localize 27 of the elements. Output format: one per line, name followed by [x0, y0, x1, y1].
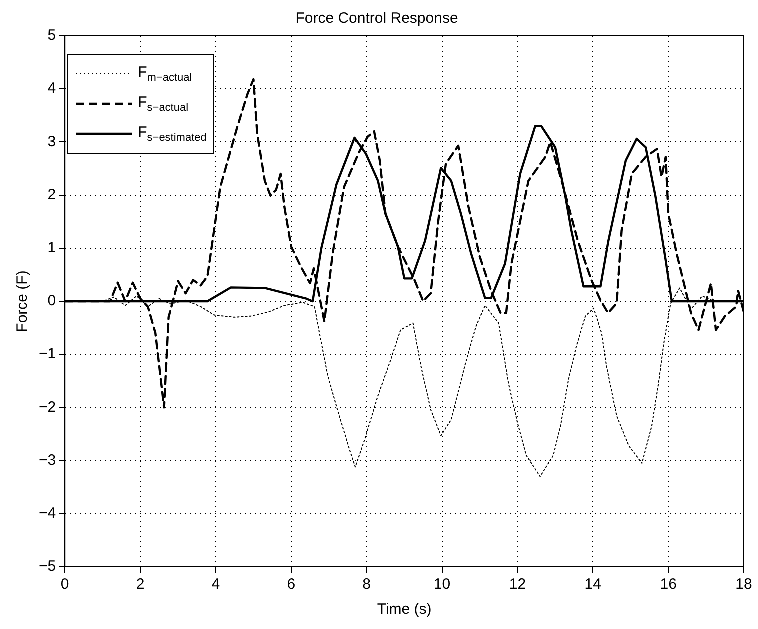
- y-tick-label: 3: [48, 133, 56, 150]
- x-tick-label: 2: [136, 576, 145, 594]
- y-tick-label: −4: [38, 505, 56, 522]
- y-tick-label: 0: [48, 292, 56, 310]
- legend-label: F$_{m−actual}$: [138, 64, 192, 84]
- chart-title: Force Control Response: [296, 10, 458, 28]
- legend-label: F$_{s−estimated}$: [138, 124, 207, 144]
- x-tick-label: 8: [362, 576, 372, 594]
- x-tick-label: 12: [509, 576, 526, 594]
- x-tick-label: 18: [736, 576, 752, 594]
- x-tick-label: 0: [60, 576, 70, 594]
- x-tick-label: 6: [287, 576, 296, 594]
- x-tick-label: 14: [584, 576, 602, 594]
- y-tick-label: −2: [38, 398, 56, 416]
- y-tick-label: 5: [48, 27, 56, 44]
- y-tick-label: 4: [48, 80, 56, 98]
- x-tick-label: 4: [212, 576, 220, 594]
- y-tick-label: 1: [48, 240, 56, 257]
- y-tick-label: 2: [48, 186, 56, 204]
- y-tick-label: −3: [38, 452, 56, 469]
- y-axis-title: Force (F): [14, 270, 32, 332]
- y-tick-label: −1: [38, 346, 56, 363]
- legend-label: F$_{s−actual}$: [138, 94, 189, 114]
- x-tick-label: 10: [434, 576, 451, 594]
- y-tick-label: −5: [38, 558, 56, 576]
- x-tick-label: 16: [660, 576, 677, 594]
- x-axis-title: Time (s): [377, 601, 432, 618]
